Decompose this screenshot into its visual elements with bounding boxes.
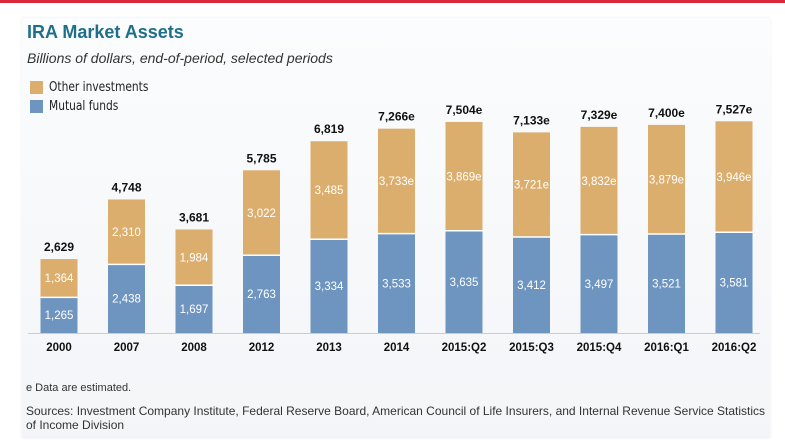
data-label-total-2: 3,681 [179, 210, 209, 224]
data-label-total-8: 7,329e [581, 108, 618, 122]
data-label-total-0: 2,629 [44, 240, 74, 254]
bar-other-investments-8 [580, 126, 618, 235]
bar-other-investments-10 [715, 121, 753, 233]
x-tick-label-4: 2013 [316, 342, 342, 354]
top-accent-bar [0, 0, 785, 3]
x-tick-label-1: 2007 [114, 342, 140, 354]
legend: Other investments Mutual funds [30, 78, 170, 116]
data-label-mutual-funds-4: 3,334 [315, 281, 344, 293]
data-label-total-6: 7,504e [446, 103, 483, 117]
x-tick-label-0: 2000 [46, 342, 72, 354]
legend-swatch-other-investments [30, 81, 43, 94]
data-label-mutual-funds-5: 3,533 [382, 278, 411, 290]
data-label-other-investments-4: 3,485 [315, 185, 344, 197]
bar-mutual-funds-1 [108, 264, 145, 333]
footnote: e Data are estimated. [26, 382, 132, 394]
bar-other-investments-5 [378, 128, 415, 234]
x-tick-label-7: 2015:Q3 [509, 342, 554, 354]
data-label-total-7: 7,133e [513, 113, 550, 127]
bar-other-investments-9 [648, 124, 685, 234]
data-label-total-1: 4,748 [111, 180, 141, 194]
legend-item-mutual-funds: Mutual funds [30, 97, 170, 116]
data-label-other-investments-9: 3,879e [649, 174, 684, 186]
bar-mutual-funds-3 [243, 255, 280, 333]
bar-other-investments-0 [40, 259, 78, 298]
bar-mutual-funds-7 [513, 237, 550, 333]
legend-swatch-mutual-funds [30, 100, 43, 113]
bar-mutual-funds-2 [175, 285, 213, 333]
bar-other-investments-7 [513, 132, 550, 238]
data-label-mutual-funds-3: 2,763 [247, 289, 276, 301]
data-label-mutual-funds-9: 3,521 [652, 278, 681, 290]
data-label-other-investments-2: 1,984 [180, 252, 209, 264]
x-tick-label-5: 2014 [384, 342, 410, 354]
data-label-mutual-funds-10: 3,581 [720, 278, 749, 290]
data-label-other-investments-10: 3,946e [716, 172, 751, 184]
data-label-other-investments-6: 3,869e [446, 171, 481, 183]
bar-mutual-funds-5 [378, 233, 415, 333]
data-label-mutual-funds-6: 3,635 [450, 277, 479, 289]
data-label-total-9: 7,400e [648, 106, 685, 120]
chart-title: IRA Market Assets [27, 22, 184, 42]
x-tick-label-10: 2016:Q2 [712, 342, 757, 354]
bar-mutual-funds-10 [715, 232, 753, 333]
data-label-total-3: 5,785 [246, 151, 276, 165]
bar-other-investments-4 [310, 141, 348, 240]
data-label-mutual-funds-8: 3,497 [585, 279, 614, 291]
data-label-mutual-funds-7: 3,412 [517, 280, 546, 292]
data-label-mutual-funds-2: 1,697 [180, 304, 209, 316]
bar-other-investments-1 [108, 199, 145, 265]
bar-mutual-funds-9 [648, 233, 685, 333]
legend-item-other-investments: Other investments [30, 78, 170, 97]
data-label-other-investments-0: 1,364 [45, 273, 74, 285]
x-tick-label-2: 2008 [181, 342, 207, 354]
bar-other-investments-6 [445, 121, 483, 231]
data-label-other-investments-3: 3,022 [247, 208, 276, 220]
chart-subtitle: Billions of dollars, end-of-period, sele… [27, 50, 333, 66]
data-label-other-investments-8: 3,832e [581, 176, 616, 188]
legend-label-mutual-funds: Mutual funds [49, 99, 119, 114]
data-label-other-investments-7: 3,721e [514, 180, 549, 192]
bar-mutual-funds-8 [580, 234, 618, 333]
data-label-other-investments-5: 3,733e [379, 176, 414, 188]
x-tick-label-9: 2016:Q1 [644, 342, 689, 354]
sources-note: Sources: Investment Company Institute, F… [26, 404, 766, 432]
data-label-other-investments-1: 2,310 [112, 227, 141, 239]
bar-mutual-funds-6 [445, 230, 483, 333]
x-tick-label-8: 2015:Q4 [577, 342, 622, 354]
data-label-mutual-funds-1: 2,438 [112, 294, 141, 306]
bar-other-investments-3 [243, 170, 280, 256]
data-label-mutual-funds-0: 1,265 [45, 310, 74, 322]
data-label-total-10: 7,527e [716, 102, 753, 116]
bar-other-investments-2 [175, 229, 213, 286]
data-label-total-5: 7,266e [378, 110, 415, 124]
data-label-total-4: 6,819 [314, 122, 344, 136]
x-tick-label-6: 2015:Q2 [442, 342, 487, 354]
bar-mutual-funds-4 [310, 239, 348, 333]
x-tick-label-3: 2012 [249, 342, 275, 354]
legend-label-other-investments: Other investments [49, 80, 149, 95]
bar-mutual-funds-0 [40, 297, 78, 333]
